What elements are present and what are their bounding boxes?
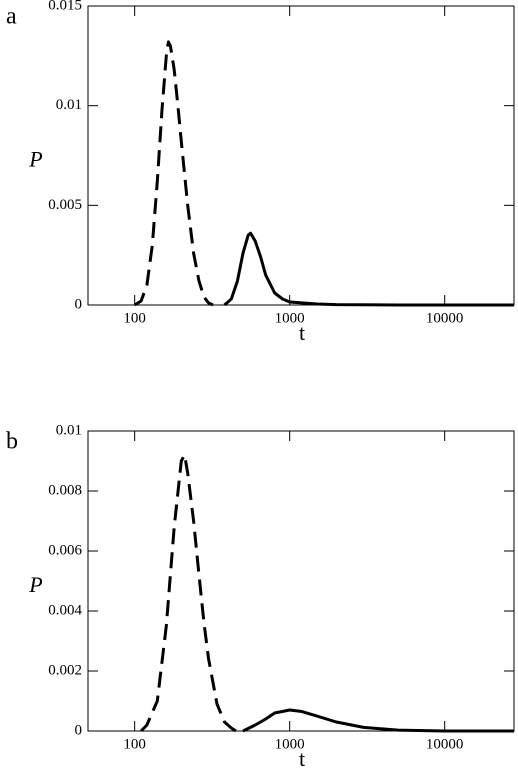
y-axis-label: P [28, 572, 42, 597]
y-tick-label: 0.01 [56, 422, 82, 438]
data-line [223, 231, 514, 307]
y-tick-label: 0.01 [56, 97, 82, 113]
panel-label: a [6, 4, 17, 30]
x-tick-label: 1000 [275, 310, 305, 326]
y-tick-label: 0.008 [48, 482, 82, 498]
plot-frame [87, 430, 515, 732]
x-axis-label: t [299, 320, 305, 345]
y-tick-label: 0.004 [48, 602, 82, 618]
x-tick-label: 10000 [426, 736, 464, 752]
x-tick-label: 10000 [426, 310, 464, 326]
y-tick-label: 0.005 [48, 197, 82, 213]
data-line [242, 708, 514, 733]
x-tick-label: 1000 [275, 736, 305, 752]
x-tick-label: 100 [123, 736, 146, 752]
data-line [140, 453, 237, 733]
data-line [133, 40, 214, 307]
y-axis-label: P [28, 147, 42, 172]
y-tick-label: 0.015 [48, 0, 82, 13]
y-tick-label: 0.002 [48, 662, 82, 678]
plot-frame [87, 5, 515, 306]
x-tick-label: 100 [123, 310, 146, 326]
y-tick-label: 0 [75, 296, 83, 312]
x-axis-label: t [299, 746, 305, 770]
y-tick-label: 0 [75, 722, 83, 738]
y-tick-label: 0.006 [48, 542, 82, 558]
panel-label: b [6, 429, 18, 455]
